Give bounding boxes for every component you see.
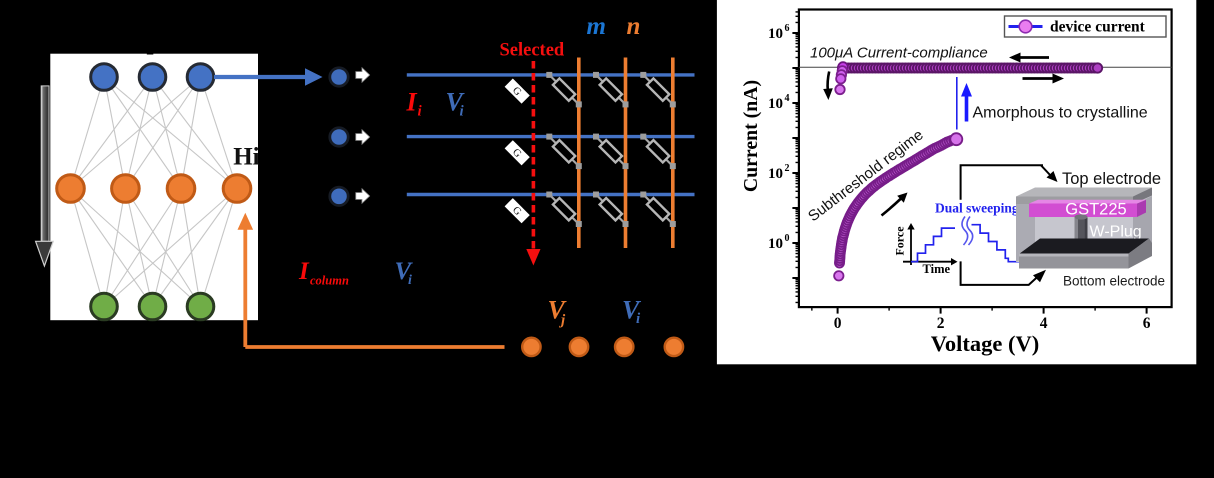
svg-text:I: I bbox=[298, 258, 310, 285]
svg-text:device current: device current bbox=[1050, 19, 1146, 36]
svg-text:Amorphous to crystalline: Amorphous to crystalline bbox=[973, 105, 1148, 122]
svg-text:column: column bbox=[310, 274, 349, 288]
svg-text:4: 4 bbox=[1040, 315, 1048, 332]
svg-text:i: i bbox=[408, 273, 412, 288]
svg-text:2: 2 bbox=[937, 315, 945, 332]
svg-text:m: m bbox=[587, 13, 606, 40]
svg-text:Selected: Selected bbox=[500, 41, 565, 61]
svg-text:Hi: Hi bbox=[233, 144, 259, 171]
svg-text:6: 6 bbox=[785, 23, 790, 34]
svg-text:0: 0 bbox=[785, 233, 790, 244]
svg-text:Force: Force bbox=[893, 226, 907, 256]
svg-text:j: j bbox=[559, 313, 566, 329]
svg-text:10: 10 bbox=[768, 236, 783, 252]
svg-text:n: n bbox=[627, 13, 641, 40]
svg-text:I: I bbox=[406, 88, 418, 117]
svg-text:i: i bbox=[460, 104, 465, 120]
svg-text:Top electrode: Top electrode bbox=[1062, 170, 1161, 188]
svg-text:6: 6 bbox=[1143, 315, 1151, 332]
svg-text:Voltage (V): Voltage (V) bbox=[931, 331, 1040, 356]
svg-text:V: V bbox=[446, 88, 466, 117]
svg-text:10: 10 bbox=[768, 26, 783, 42]
svg-text:Current (nA): Current (nA) bbox=[740, 80, 762, 192]
svg-text:2: 2 bbox=[785, 163, 790, 174]
svg-text:V: V bbox=[395, 258, 414, 285]
svg-text:100μA Current-compliance: 100μA Current-compliance bbox=[810, 45, 988, 62]
svg-text:Bottom electrode: Bottom electrode bbox=[1063, 274, 1165, 289]
svg-text:0: 0 bbox=[834, 315, 842, 332]
svg-text:GST225: GST225 bbox=[1065, 201, 1126, 219]
svg-text:10: 10 bbox=[768, 166, 783, 182]
svg-text:V: V bbox=[622, 296, 642, 325]
svg-text:4: 4 bbox=[785, 93, 790, 104]
svg-text:i: i bbox=[636, 311, 641, 327]
svg-text:Time: Time bbox=[923, 262, 951, 276]
svg-text:Dual sweeping: Dual sweeping bbox=[935, 201, 1019, 216]
svg-text:10: 10 bbox=[768, 96, 783, 112]
svg-text:i: i bbox=[418, 104, 423, 120]
svg-text:V: V bbox=[548, 296, 568, 325]
svg-text:W-Plug: W-Plug bbox=[1090, 224, 1142, 241]
